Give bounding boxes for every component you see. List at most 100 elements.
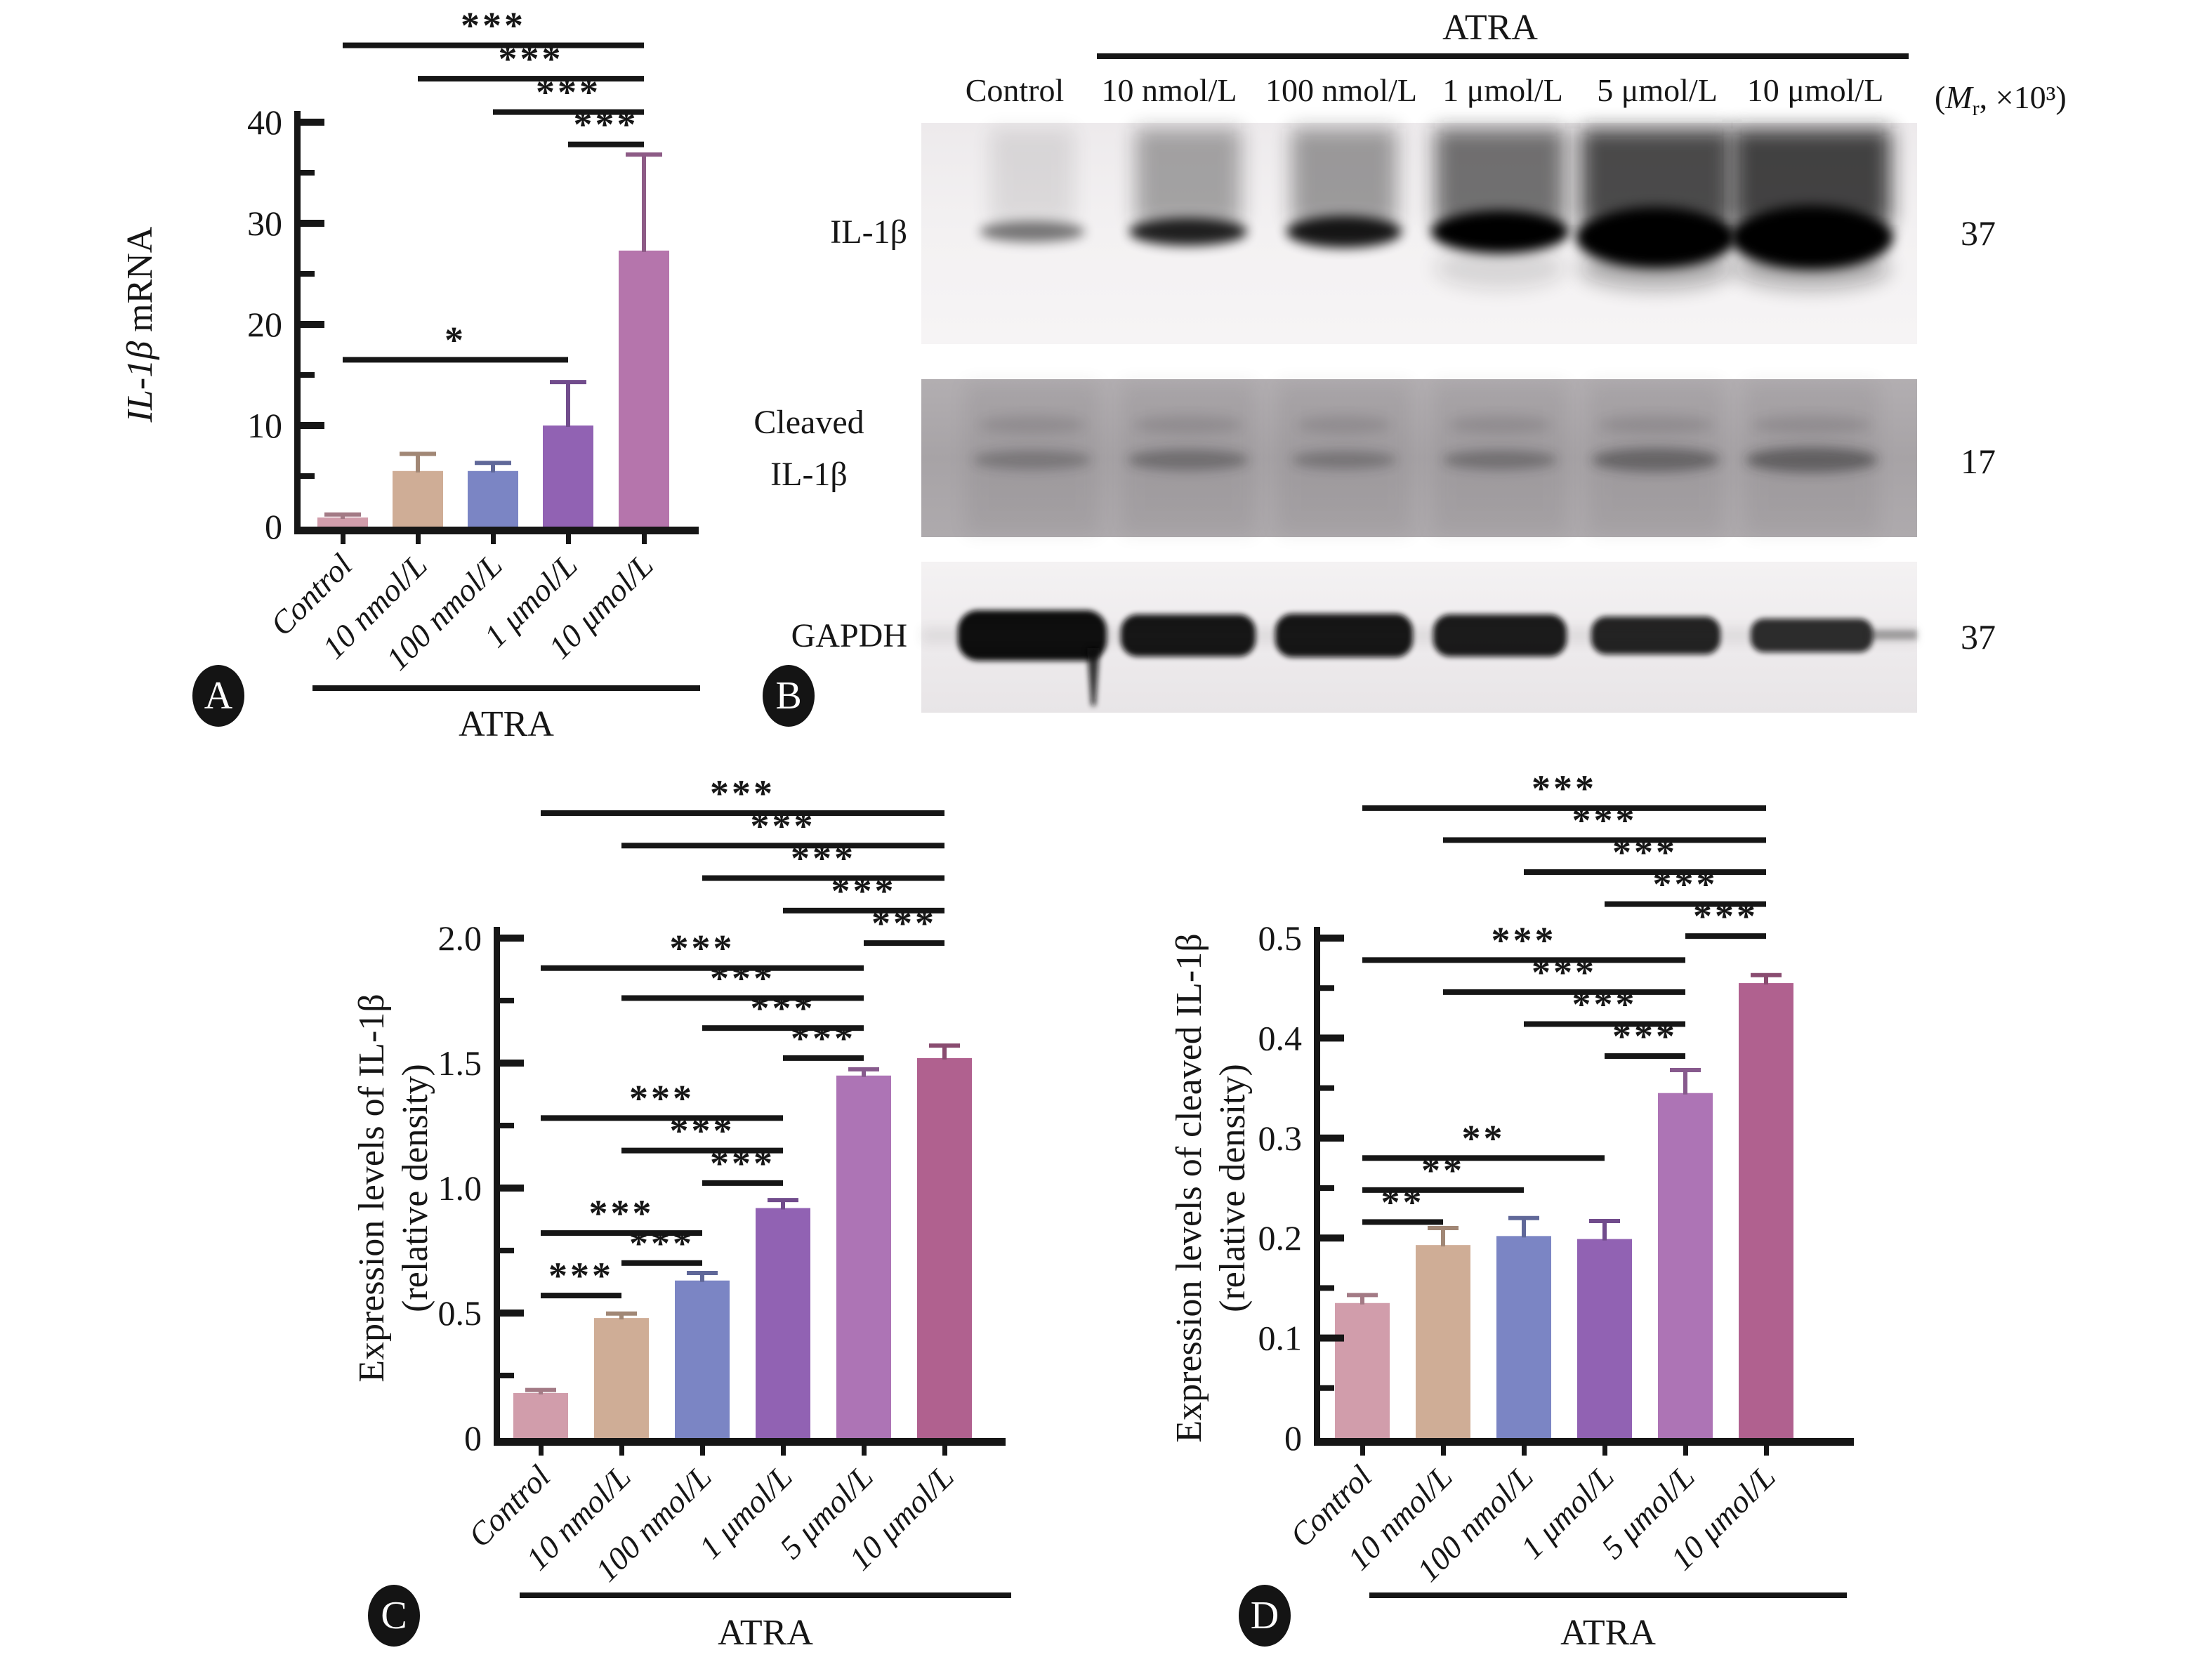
blot-upperband-row1-lane4	[1598, 416, 1713, 434]
panel-a-y-axis	[294, 111, 301, 534]
y-major-tick	[500, 1185, 524, 1192]
panel-c-sig-stars-4: ***	[871, 902, 937, 944]
panel-b-group-bracket-line	[1097, 53, 1909, 59]
panel-d-group-label: ATRA	[1560, 1613, 1656, 1653]
panel-c-bar-0	[513, 1392, 568, 1441]
x-tick	[1764, 1446, 1769, 1456]
panel-d-sig-stars-11: **	[1381, 1181, 1425, 1223]
panel-d-sig-line-3	[1605, 901, 1766, 907]
y-major-tick	[1320, 1034, 1344, 1042]
x-tick	[1683, 1446, 1688, 1456]
panel-a-sig-line-0	[343, 42, 644, 48]
panel-c-sig-line-0	[541, 810, 944, 816]
y-major-tick	[500, 935, 524, 942]
y-tick-label: 2.0	[438, 918, 482, 958]
y-minor-tick	[500, 1248, 514, 1253]
y-minor-tick	[1320, 1185, 1334, 1191]
panel-b-group-label: ATRA	[1442, 8, 1538, 48]
panel-c-sig-stars-9: ***	[629, 1077, 694, 1119]
panel-d-sig-line-7	[1524, 1021, 1685, 1027]
panel-a-sig-stars-2: ***	[536, 72, 601, 114]
panel-c-sig-line-4	[864, 940, 944, 947]
panel-b-mw-note: (Mr, ×10³)	[1935, 79, 2067, 121]
panel-c-sig-line-7	[702, 1025, 864, 1031]
panel-d-sig-stars-3: ***	[1653, 864, 1718, 906]
blot-upperband-row1-lane5	[1752, 416, 1871, 434]
y-tick-label: 0	[265, 507, 282, 546]
panel-b-lane-label-10nmol: 10 nmol/L	[1101, 72, 1237, 108]
panel-d-y-axis	[1314, 927, 1320, 1446]
x-tick	[539, 1446, 544, 1456]
panel-c-sig-stars-6: ***	[710, 957, 775, 999]
blot-band-cleaved-lane1	[1128, 449, 1249, 470]
panel-d-sig-stars-8: ***	[1612, 1015, 1678, 1057]
x-tick	[862, 1446, 867, 1456]
cleaved-line-2: IL-1β	[770, 456, 848, 493]
y-major-tick	[1320, 1334, 1344, 1342]
panel-c-bar-2	[675, 1280, 730, 1441]
y-minor-tick	[1320, 985, 1334, 991]
panel-c-y-axis-label-line1: Expression levels of IL-1β	[352, 994, 392, 1383]
x-tick	[416, 534, 421, 544]
blot-band-il1b-lane1	[1129, 218, 1247, 246]
y-major-tick	[301, 119, 324, 126]
panel-a-sig-line-1	[418, 76, 644, 82]
blot-streak-right	[1868, 630, 1917, 640]
y-major-tick	[301, 321, 324, 328]
blot-band-cleaved-lane2	[1292, 451, 1396, 469]
y-minor-tick	[500, 998, 514, 1003]
panel-d-sig-line-8	[1605, 1053, 1685, 1060]
panel-c-y-axis-label-line2: (relative density)	[395, 1064, 435, 1312]
y-tick-label: 0	[1284, 1418, 1302, 1458]
panel-d-group-bracket-line	[1369, 1592, 1847, 1598]
panel-a-bar-4	[619, 250, 669, 529]
panel-d-sig-stars-6: ***	[1532, 951, 1597, 994]
panel-b-mw-17-cleaved: 17	[1961, 442, 1996, 481]
panel-a-sig-stars-4: *	[445, 319, 466, 361]
panel-c-sig-stars-2: ***	[791, 838, 856, 880]
blot-smear-row0-lane3	[1435, 128, 1565, 225]
panel-c-sig-stars-14: ***	[548, 1255, 614, 1297]
panel-c-sig-stars-11: ***	[710, 1142, 775, 1185]
y-major-tick	[301, 220, 324, 227]
panel-d-y-axis-label-line2: (relative density)	[1213, 1064, 1253, 1312]
panel-d-bar-2	[1496, 1236, 1551, 1441]
panel-d-bar-0	[1335, 1302, 1390, 1441]
panel-a-sig-line-2	[493, 109, 644, 115]
panel-c-bar-4	[836, 1075, 891, 1441]
blot-band-il1b-lane5	[1730, 205, 1893, 270]
panel-b-blots	[921, 123, 1917, 713]
panel-d-x-axis	[1317, 1438, 1854, 1446]
mw-note-rest: , ×10³)	[1979, 79, 2067, 115]
y-minor-tick	[301, 271, 315, 277]
blot-band-il1b-lane0	[980, 221, 1085, 242]
panel-c-sig-stars-7: ***	[751, 987, 816, 1029]
blot-band-il1b-lane4	[1576, 206, 1736, 268]
x-tick	[781, 1446, 786, 1456]
panel-b-lane-label-10umol: 10 μmol/L	[1746, 72, 1884, 108]
blot-smear-row0-lane2	[1291, 128, 1397, 225]
panel-a-bar-3	[543, 426, 593, 529]
x-tick	[491, 534, 496, 544]
y-tick-label: 0.4	[1258, 1018, 1303, 1057]
y-tick-label: 1.0	[438, 1168, 482, 1208]
panel-d-bar-5	[1739, 983, 1793, 1441]
mw-note-open: (	[1935, 79, 1946, 115]
panel-c-x-axis	[496, 1438, 1006, 1446]
blot-upperband-row1-lane2	[1297, 416, 1391, 434]
panel-d-sig-line-1	[1443, 837, 1766, 843]
panel-c-badge: C	[368, 1585, 420, 1647]
panel-c-bar-5	[917, 1057, 972, 1441]
x-tick	[1441, 1446, 1446, 1456]
panel-a-bar-0	[317, 517, 368, 529]
blot-artifact-drip	[1087, 648, 1100, 706]
panel-c-sig-line-2	[702, 875, 944, 881]
panel-d-bar-4	[1658, 1093, 1713, 1441]
panel-a-sig-stars-0: ***	[461, 5, 526, 47]
panel-d-badge: D	[1239, 1585, 1291, 1647]
blot-smear-row0-lane0	[990, 128, 1074, 225]
